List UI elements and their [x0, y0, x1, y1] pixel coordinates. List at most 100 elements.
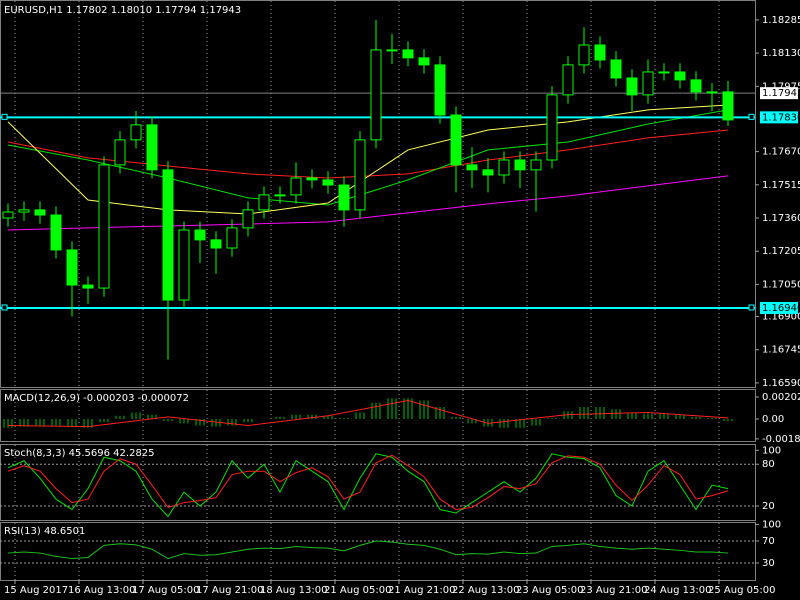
level-handle	[748, 113, 755, 120]
candle-body	[674, 71, 686, 81]
candle-body	[2, 211, 14, 219]
y-tick-label: 0.00	[762, 414, 784, 425]
candle-body	[706, 91, 718, 94]
level-handle	[1, 304, 8, 311]
candle-body	[322, 179, 334, 186]
candle-body	[114, 139, 126, 166]
candle-body	[242, 209, 254, 229]
candle-body	[34, 209, 46, 216]
level-label-box	[760, 301, 798, 314]
x-tick-label: 22 Aug 13:00	[452, 585, 519, 596]
candle-body	[258, 194, 270, 211]
x-tick-label: 17 Aug 21:00	[196, 585, 263, 596]
candle-body	[178, 229, 190, 301]
y-tick-label: 0.002024	[762, 392, 800, 403]
moving-average	[7, 104, 729, 215]
candle-body	[418, 57, 430, 66]
panel-frame	[0, 389, 756, 442]
level-handle	[1, 113, 8, 120]
indicator-title: Stoch(8,3,3) 45.5696 42.2825	[4, 448, 155, 459]
x-tick-label: 25 Aug 05:00	[708, 585, 775, 596]
candle-body	[530, 159, 542, 171]
y-tick-label: 100	[762, 445, 781, 456]
candle-body	[18, 209, 30, 213]
moving-average	[7, 175, 729, 231]
candle-body	[306, 177, 318, 181]
x-tick-label: 17 Aug 05:00	[132, 585, 199, 596]
candle-body	[194, 229, 206, 241]
candle-body	[50, 214, 62, 251]
x-tick-label: 21 Aug 05:00	[324, 585, 391, 596]
level-handle	[748, 304, 755, 311]
moving-average	[7, 109, 729, 206]
y-tick-label: 1.16745	[762, 345, 800, 356]
y-tick-label: 1.17360	[762, 213, 800, 224]
current-price-box	[760, 87, 798, 100]
chart-title: EURUSD,H1 1.17802 1.18010 1.17794 1.1794…	[4, 5, 241, 16]
candle-body	[354, 139, 366, 211]
candle-body	[546, 94, 558, 161]
candle-body	[722, 91, 734, 121]
level-label: 1.16940	[762, 303, 800, 314]
current-price-label: 1.17943	[762, 88, 800, 99]
candle-body	[642, 71, 654, 96]
candle-body	[290, 177, 302, 196]
panel-frame	[0, 0, 756, 388]
y-tick-label: 80	[762, 459, 775, 470]
indicator-line	[7, 400, 729, 428]
y-tick-label: 1.18130	[762, 48, 800, 59]
y-tick-label: 20	[762, 501, 775, 512]
candle-body	[130, 124, 142, 141]
y-tick-label: 1.16900	[762, 312, 800, 323]
indicator-line	[7, 540, 729, 560]
candle-body	[210, 239, 222, 249]
y-tick-label: 1.17670	[762, 147, 800, 158]
indicator-line	[7, 453, 729, 518]
candle-body	[386, 49, 398, 52]
y-tick-label: 1.16590	[762, 378, 800, 389]
y-tick-label: -0.001828	[762, 434, 800, 445]
candle-body	[610, 59, 622, 79]
y-tick-label: 70	[762, 536, 775, 547]
y-tick-label: 1.17975	[762, 81, 800, 92]
y-tick-label: 100	[762, 519, 781, 530]
level-label-box	[760, 111, 798, 124]
candle-body	[690, 79, 702, 93]
candle-body	[658, 71, 670, 74]
panel-frame	[0, 522, 756, 581]
candle-body	[626, 77, 638, 96]
indicator-title: RSI(13) 48.6501	[4, 526, 85, 537]
x-tick-label: 16 Aug 13:00	[68, 585, 135, 596]
y-tick-label: 30	[762, 558, 775, 569]
x-tick-label: 23 Aug 05:00	[516, 585, 583, 596]
y-tick-label: 1.17515	[762, 180, 800, 191]
panel-frame	[0, 444, 756, 521]
x-tick-label: 15 Aug 2017	[4, 585, 68, 596]
candle-body	[562, 64, 574, 96]
candle-body	[66, 249, 78, 286]
candle-body	[338, 184, 350, 211]
candle-body	[594, 44, 606, 61]
indicator-line	[7, 454, 729, 511]
candle-body	[482, 169, 494, 176]
y-tick-label: 1.18285	[762, 15, 800, 26]
candle-body	[498, 159, 510, 176]
candle-body	[82, 284, 94, 289]
x-tick-label: 24 Aug 13:00	[644, 585, 711, 596]
x-tick-label: 21 Aug 21:00	[388, 585, 455, 596]
candle-body	[274, 194, 286, 197]
candle-body	[450, 114, 462, 166]
indicator-title: MACD(12,26,9) -0.000203 -0.000072	[4, 393, 189, 404]
candle-body	[514, 159, 526, 171]
candle-body	[146, 124, 158, 171]
candle-body	[578, 44, 590, 66]
candle-body	[370, 49, 382, 141]
candle-body	[466, 164, 478, 171]
candle-body	[226, 227, 238, 249]
candle-body	[402, 49, 414, 59]
candle-body	[162, 169, 174, 301]
x-tick-label: 18 Aug 13:00	[260, 585, 327, 596]
